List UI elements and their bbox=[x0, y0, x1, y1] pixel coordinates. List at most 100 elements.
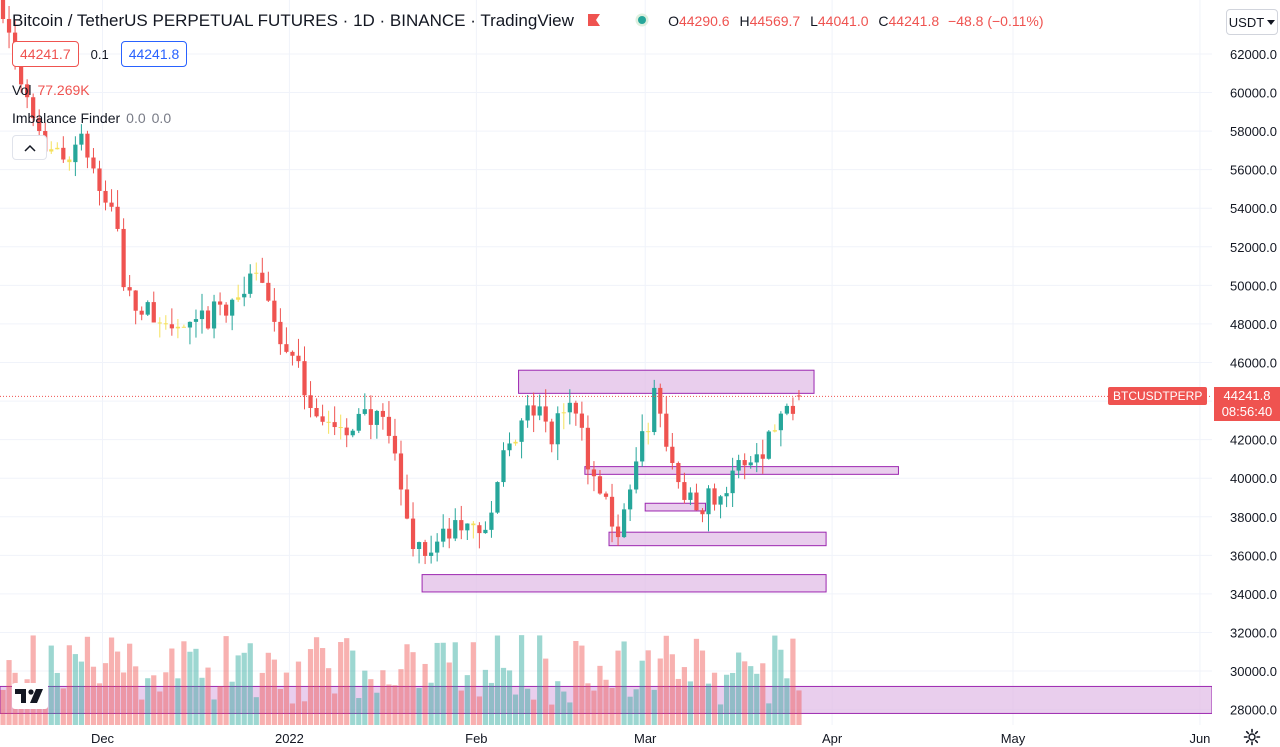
volume-bar bbox=[549, 704, 555, 725]
volume-bar bbox=[633, 689, 639, 725]
volume-bar bbox=[386, 684, 392, 725]
candle-body bbox=[507, 443, 512, 451]
symbol-name[interactable]: Bitcoin / TetherUS PERPETUAL FUTURES bbox=[12, 11, 338, 30]
candle-body bbox=[543, 406, 548, 422]
candle-body bbox=[55, 147, 60, 150]
volume-bar bbox=[350, 650, 356, 725]
volume-bar bbox=[723, 674, 730, 725]
volume-bar bbox=[235, 655, 241, 725]
volume-bar bbox=[687, 681, 694, 725]
candle-body bbox=[561, 412, 566, 414]
time-tick-label: Mar bbox=[634, 731, 657, 746]
volume-bar bbox=[754, 673, 760, 725]
tradingview-logo-icon[interactable] bbox=[12, 683, 48, 709]
volume-bar bbox=[506, 670, 513, 725]
candle-body bbox=[682, 482, 687, 500]
volume-bar bbox=[133, 666, 139, 725]
imbalance-zone[interactable] bbox=[0, 685, 1212, 714]
gear-icon[interactable] bbox=[1243, 728, 1261, 746]
volume-bar bbox=[621, 641, 627, 725]
candle-body bbox=[730, 470, 735, 494]
imbalance-zone[interactable] bbox=[584, 466, 899, 475]
volume-bar bbox=[139, 699, 145, 725]
candle-body bbox=[230, 299, 235, 316]
volume-bar bbox=[54, 672, 60, 725]
volume-legend[interactable]: Vol 77.269K bbox=[12, 82, 90, 98]
candle-body bbox=[266, 282, 271, 301]
chart-pane[interactable] bbox=[0, 0, 1212, 725]
imbalance-zone[interactable] bbox=[608, 531, 827, 547]
flag-icon[interactable] bbox=[587, 13, 601, 27]
volume-bar bbox=[193, 648, 199, 725]
indicator-name: Imbalance Finder bbox=[12, 110, 121, 126]
volume-bar bbox=[223, 636, 229, 725]
volume-bar bbox=[657, 658, 663, 725]
buy-button[interactable]: 44241.8 bbox=[120, 41, 188, 67]
last-price: 44241.8 bbox=[1223, 388, 1271, 403]
price-tick-label: 32000.0 bbox=[1230, 625, 1277, 640]
candle-body bbox=[615, 526, 621, 538]
volume-bar bbox=[609, 687, 615, 725]
candle-body bbox=[85, 133, 90, 158]
imbalance-zone[interactable] bbox=[421, 574, 827, 593]
time-tick-label: Dec bbox=[91, 731, 115, 746]
candle-body bbox=[700, 510, 705, 515]
volume-bar bbox=[404, 644, 410, 725]
imbalance-zones bbox=[0, 369, 1212, 714]
volume-bar bbox=[693, 638, 700, 725]
volume-bar bbox=[84, 636, 91, 725]
candle-body bbox=[483, 529, 488, 534]
indicator-legend[interactable]: Imbalance Finder 0.0 0.0 bbox=[12, 110, 171, 126]
price-change: −48.8 (−0.11%) bbox=[948, 13, 1044, 29]
volume-bar bbox=[446, 662, 452, 725]
volume-bar bbox=[736, 652, 742, 725]
volume-bar bbox=[760, 663, 766, 725]
candle-body bbox=[392, 435, 398, 454]
price-tick-label: 40000.0 bbox=[1230, 471, 1277, 486]
volume-bar bbox=[392, 685, 398, 725]
volume-bar bbox=[627, 696, 633, 725]
volume-bar bbox=[114, 651, 121, 725]
candle-body bbox=[0, 0, 6, 19]
imbalance-zone[interactable] bbox=[644, 502, 706, 512]
volume-bar bbox=[66, 645, 72, 725]
market-status-icon[interactable] bbox=[635, 13, 649, 27]
candle-body bbox=[73, 144, 78, 163]
volume-bar bbox=[561, 691, 567, 725]
volume-bar bbox=[78, 661, 85, 725]
candle-body bbox=[664, 413, 669, 447]
volume-bar bbox=[790, 638, 796, 725]
volume-bar bbox=[464, 675, 470, 725]
time-axis[interactable]: Dec 2022 Feb Mar Apr May Jun bbox=[0, 725, 1212, 747]
currency-selector[interactable]: USDT bbox=[1226, 9, 1278, 35]
volume-bar bbox=[639, 660, 645, 725]
candle-body bbox=[25, 84, 30, 98]
price-tick-label: 38000.0 bbox=[1230, 510, 1277, 525]
price-tick-label: 58000.0 bbox=[1230, 124, 1277, 139]
volume-bar bbox=[332, 693, 338, 725]
volume-bar bbox=[60, 688, 66, 725]
candle-body bbox=[694, 492, 699, 511]
volume-bar bbox=[555, 681, 561, 725]
interval[interactable]: 1D bbox=[353, 11, 375, 30]
candle-body bbox=[790, 405, 796, 414]
volume-bar bbox=[259, 672, 265, 725]
volume-bar bbox=[72, 654, 78, 725]
candle-body bbox=[652, 387, 657, 433]
collapse-legend-button[interactable] bbox=[12, 135, 47, 160]
symbol-legend[interactable]: Bitcoin / TetherUS PERPETUAL FUTURES · 1… bbox=[12, 11, 1044, 30]
volume-bar bbox=[30, 635, 36, 725]
price-axis[interactable]: 28000.0 30000.0 32000.0 34000.0 36000.0 38000… bbox=[1212, 0, 1280, 747]
buy-sell-panel: 44241.7 0.1 44241.8 bbox=[12, 41, 188, 67]
volume-bar bbox=[187, 651, 193, 725]
candle-body bbox=[163, 323, 168, 325]
volume-bar bbox=[96, 683, 103, 725]
volume-bar bbox=[313, 637, 320, 725]
volume-bar bbox=[796, 690, 802, 725]
volume-bar bbox=[494, 635, 501, 725]
candle-body bbox=[597, 476, 603, 494]
volume-bar bbox=[127, 643, 133, 725]
sell-button[interactable]: 44241.7 bbox=[12, 41, 79, 67]
candle-body bbox=[320, 416, 325, 422]
imbalance-zone[interactable] bbox=[518, 369, 815, 394]
